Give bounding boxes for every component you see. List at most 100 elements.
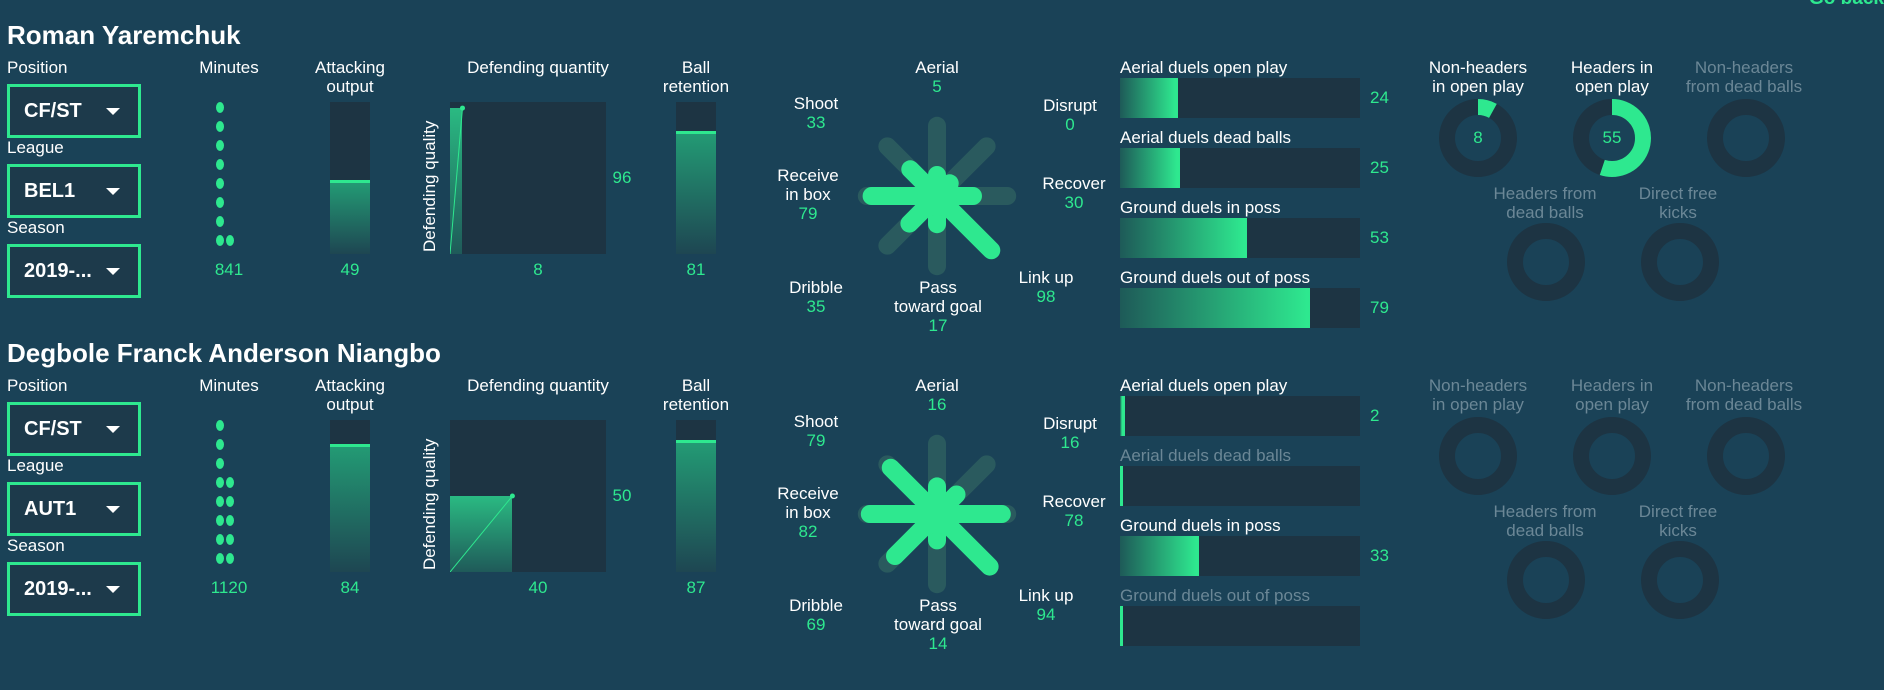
- defending-quantity-value: 8: [533, 260, 543, 279]
- chevron-down-icon: [106, 505, 120, 513]
- league-dropdown[interactable]: BEL1: [7, 164, 141, 218]
- minutes-value: 841: [214, 260, 244, 279]
- defending-quality-value: 96: [612, 168, 632, 187]
- radar-hub: [917, 176, 957, 216]
- donut-label-line: kicks: [1659, 521, 1697, 540]
- defending-point: [459, 105, 465, 111]
- radar-label-text: Aerial: [915, 376, 959, 395]
- attacking-output-fill: [330, 444, 370, 572]
- minute-dot: [216, 496, 224, 507]
- radar-value-recover: 78: [1064, 511, 1084, 530]
- radar-label-text: Pass: [919, 596, 957, 615]
- radar-hub: [917, 494, 957, 534]
- donut-ring: [1707, 417, 1785, 495]
- defending-quality-label: Defending quality: [420, 438, 439, 570]
- duel-bar: [1120, 396, 1360, 436]
- ball-retention-header: Ball retention: [656, 58, 736, 96]
- radar-label-linkup: Link up 98: [1006, 268, 1086, 306]
- donut-ring: [1641, 541, 1719, 619]
- minutes-dots: [216, 420, 246, 580]
- donut-chart-headers_open: [1573, 417, 1651, 495]
- duel-value: 24: [1370, 88, 1389, 107]
- donut-chart-non_headers_dead: [1707, 417, 1785, 495]
- player-name: Degbole Franck Anderson Niangbo: [7, 338, 441, 368]
- donut-ring: [1507, 541, 1585, 619]
- chevron-down-icon: [106, 187, 120, 195]
- donut-label-line: kicks: [1659, 203, 1697, 222]
- position-dropdown[interactable]: CF/ST: [7, 402, 141, 456]
- ball-retention-label-line: retention: [662, 77, 730, 96]
- duel-label: Ground duels out of poss: [1120, 586, 1310, 605]
- radar-value-receive: 79: [798, 204, 818, 223]
- radar-value-linkup: 94: [1036, 605, 1056, 624]
- donut-label-line: Direct free: [1638, 184, 1718, 203]
- ball-retention-header: Ball retention: [656, 376, 736, 414]
- position-label: Position: [7, 376, 68, 395]
- ball-retention-value: 81: [686, 260, 706, 279]
- chevron-down-icon: [106, 107, 120, 115]
- radar-value-shoot: 33: [806, 113, 826, 132]
- minute-dot: [216, 216, 224, 227]
- donut-ring: [1439, 417, 1517, 495]
- season-dropdown[interactable]: 2019-...: [7, 562, 141, 616]
- minute-dot: [216, 197, 224, 208]
- attacking-output-value: 49: [340, 260, 360, 279]
- radar-label-text: Disrupt: [1043, 414, 1097, 433]
- duel-bar-fill: [1120, 396, 1125, 436]
- donut-chart-non_headers_open: [1439, 417, 1517, 495]
- duel-label: Ground duels in poss: [1120, 516, 1281, 535]
- position-label: Position: [7, 58, 68, 77]
- defending-diagonal: [450, 493, 515, 572]
- radar-value-aerial: 16: [927, 395, 947, 414]
- radar-label-text: in box: [785, 503, 831, 522]
- donut-label-line: open play: [1575, 395, 1649, 414]
- minute-dot: [216, 458, 224, 469]
- minutes-value: 1120: [210, 578, 248, 597]
- radar-label-text: Link up: [1018, 586, 1074, 605]
- defending-diagonal-line: [450, 108, 463, 254]
- radar-label-text: Link up: [1018, 268, 1074, 287]
- minute-dot: [216, 178, 224, 189]
- season-dropdown[interactable]: 2019-...: [7, 244, 141, 298]
- radar-label-shoot: Shoot 79: [776, 412, 856, 450]
- position-dropdown[interactable]: CF/ST: [7, 84, 141, 138]
- radar-value-pass: 17: [928, 316, 948, 335]
- attacking-output-value: 84: [340, 578, 360, 597]
- donut-ring: [1573, 417, 1651, 495]
- duel-bar-fill: [1120, 536, 1200, 576]
- donut-label-line: Headers in: [1570, 376, 1654, 395]
- donut-label-line: Direct free: [1638, 502, 1718, 521]
- position-value: CF/ST: [24, 99, 82, 122]
- duel-bar: [1120, 606, 1360, 646]
- radar-value-disrupt: 0: [1065, 115, 1075, 134]
- defending-diagonal: [450, 105, 465, 254]
- chevron-down-icon: [106, 267, 120, 275]
- league-dropdown[interactable]: AUT1: [7, 482, 141, 536]
- ball-retention-bar: [676, 102, 716, 254]
- radar-chart: [857, 434, 1017, 594]
- radar-label-disrupt: Disrupt 0: [1030, 96, 1110, 134]
- duel-bar: [1120, 78, 1360, 118]
- defending-square: [450, 420, 606, 572]
- donut-ring: [1707, 99, 1785, 177]
- donut-label-line: Headers from: [1493, 184, 1597, 203]
- donut-chart-non_headers_dead: [1707, 99, 1785, 177]
- go-back-link[interactable]: Go back: [1809, 0, 1884, 10]
- radar-label-pass: Pass toward goal 17: [882, 278, 994, 335]
- radar-label-shoot: Shoot 33: [776, 94, 856, 132]
- donut-label-headers_dead: Headers from dead balls: [1475, 184, 1615, 222]
- radar-label-linkup: Link up 94: [1006, 586, 1086, 624]
- duel-label: Ground duels in poss: [1120, 198, 1281, 217]
- minute-dot: [216, 553, 224, 564]
- attacking-output-bar: [330, 102, 370, 254]
- minute-dot: [216, 140, 224, 151]
- minutes-dots: [216, 102, 246, 262]
- radar-label-text: Aerial: [915, 58, 959, 77]
- duel-bar-fill: [1120, 78, 1178, 118]
- donut-label-direct_fk: Direct free kicks: [1608, 184, 1748, 222]
- donut-label-line: open play: [1575, 77, 1649, 96]
- ball-retention-bar: [676, 420, 716, 572]
- minute-dot: [226, 534, 234, 545]
- donut-label-line: Non-headers: [1428, 58, 1528, 77]
- donut-label-non_headers_dead: Non-headers from dead balls: [1674, 376, 1814, 414]
